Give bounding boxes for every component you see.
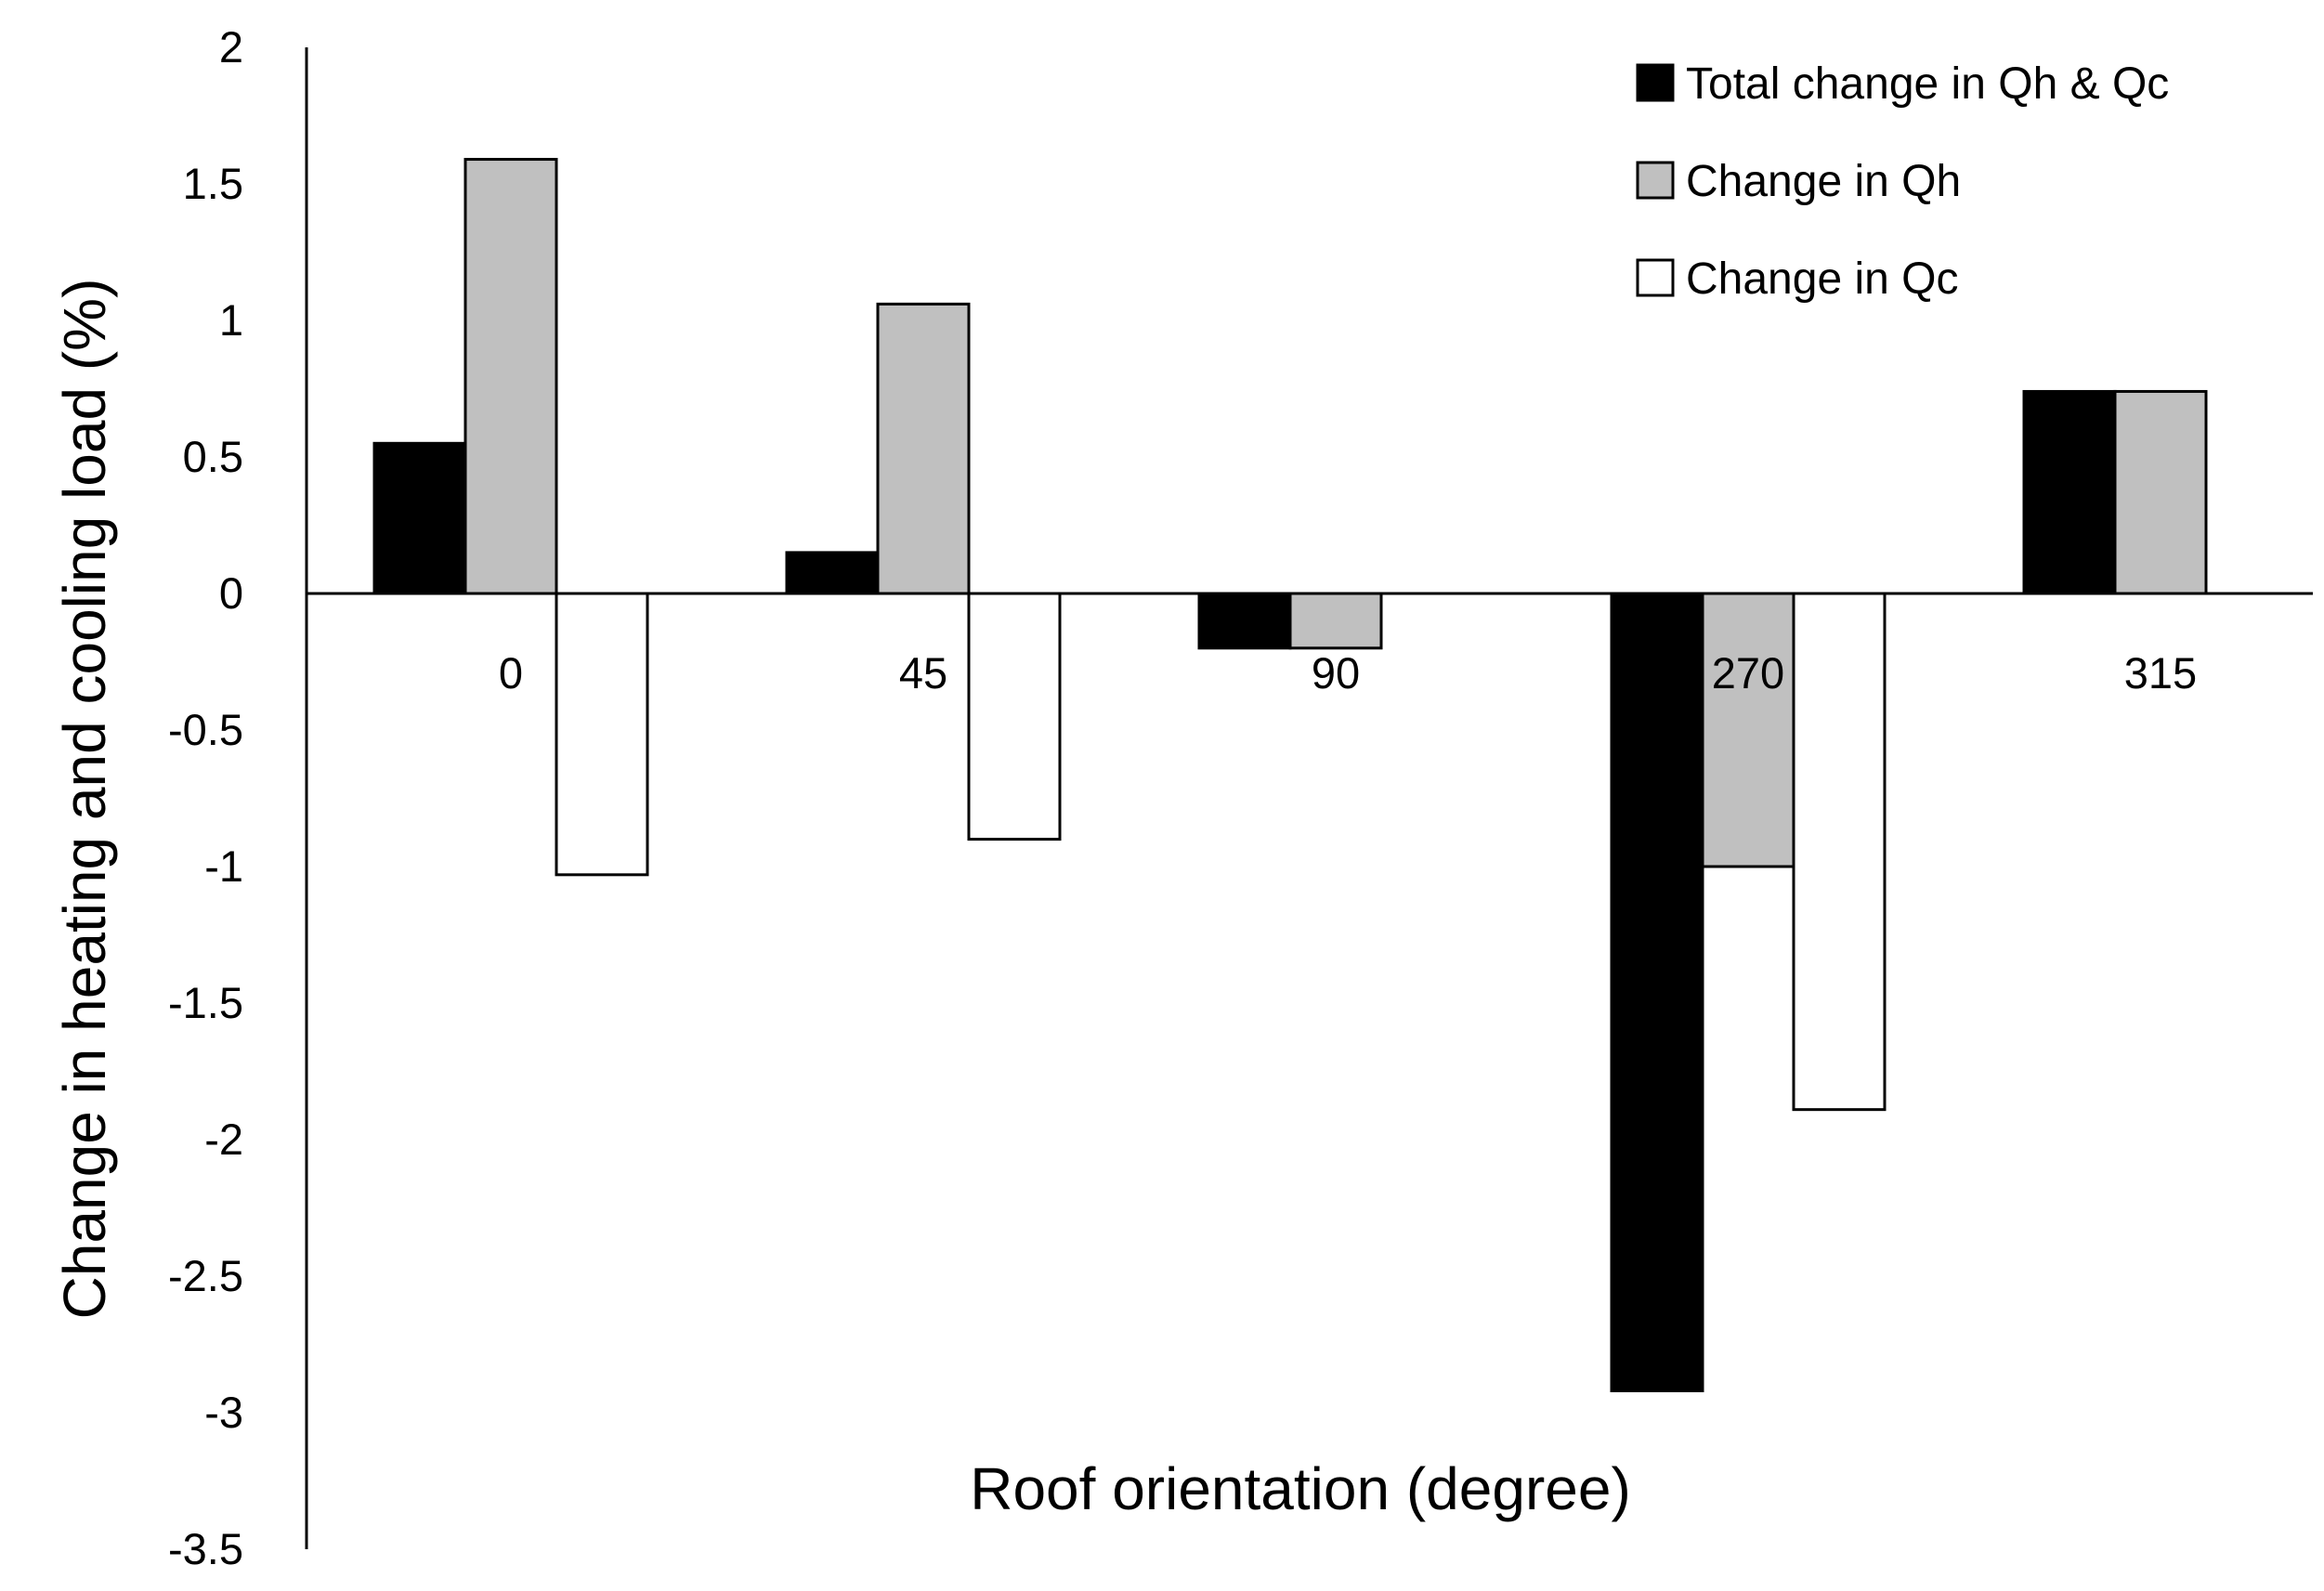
bars-layer xyxy=(372,158,2208,1392)
bar-45-series-1 xyxy=(785,551,880,595)
bar-0-series-3 xyxy=(555,592,649,877)
y-tick-label: -2.5 xyxy=(168,1251,243,1300)
y-tick-labels: 2 1.5 1 0.5 0 -0.5 -1 -1.5 -2 -2.5 -3 -3.5 xyxy=(168,22,243,1573)
bar-0-series-2 xyxy=(463,158,558,595)
y-tick-label: -1 xyxy=(204,841,243,891)
legend-swatch-3 xyxy=(1636,258,1675,297)
bar-45-series-3 xyxy=(967,592,1062,841)
y-tick-label: -2 xyxy=(204,1115,243,1164)
legend-swatch-2 xyxy=(1636,161,1675,200)
y-tick-label: -0.5 xyxy=(168,705,243,754)
y-tick-label: -3.5 xyxy=(168,1524,243,1573)
bar-90-series-1 xyxy=(1197,592,1292,650)
y-tick-label: 0 xyxy=(219,568,243,618)
y-tick-label: 0.5 xyxy=(183,432,243,481)
y-tick-label: 1.5 xyxy=(183,159,243,208)
bar-270-series-3 xyxy=(1792,592,1887,1112)
x-tick-label-315: 315 xyxy=(2124,648,2197,698)
legend-label-2: Change in Qh xyxy=(1686,157,1961,206)
x-tick-label-0: 0 xyxy=(499,648,523,698)
y-tick-label: 1 xyxy=(219,295,243,345)
y-axis-title: Change in heating and cooling load (%) xyxy=(51,279,118,1320)
y-tick-label: -1.5 xyxy=(168,978,243,1027)
y-tick-label: -3 xyxy=(204,1388,243,1437)
legend-label-3: Change in Qc xyxy=(1686,254,1959,304)
bar-270-series-2 xyxy=(1701,592,1795,868)
x-axis-title: Roof orientation (degree) xyxy=(970,1455,1631,1522)
x-tick-label-90: 90 xyxy=(1312,648,1360,698)
bar-0-series-1 xyxy=(372,441,467,595)
bar-45-series-2 xyxy=(876,302,971,595)
axes-layer xyxy=(305,47,2313,1549)
bar-315-series-1 xyxy=(2022,389,2117,595)
bar-270-series-1 xyxy=(1610,592,1704,1392)
bar-315-series-2 xyxy=(2113,389,2208,595)
legend-label-1: Total change in Qh & Qc xyxy=(1686,59,2169,109)
legend: Total change in Qh & Qc Change in Qh Chang… xyxy=(1636,59,2169,304)
bar-90-series-2 xyxy=(1288,592,1383,650)
x-tick-label-270: 270 xyxy=(1712,648,1784,698)
y-tick-label: 2 xyxy=(219,22,243,72)
x-tick-labels: 0 45 90 270 315 xyxy=(499,648,2197,698)
x-tick-label-45: 45 xyxy=(899,648,947,698)
legend-swatch-1 xyxy=(1636,63,1675,102)
